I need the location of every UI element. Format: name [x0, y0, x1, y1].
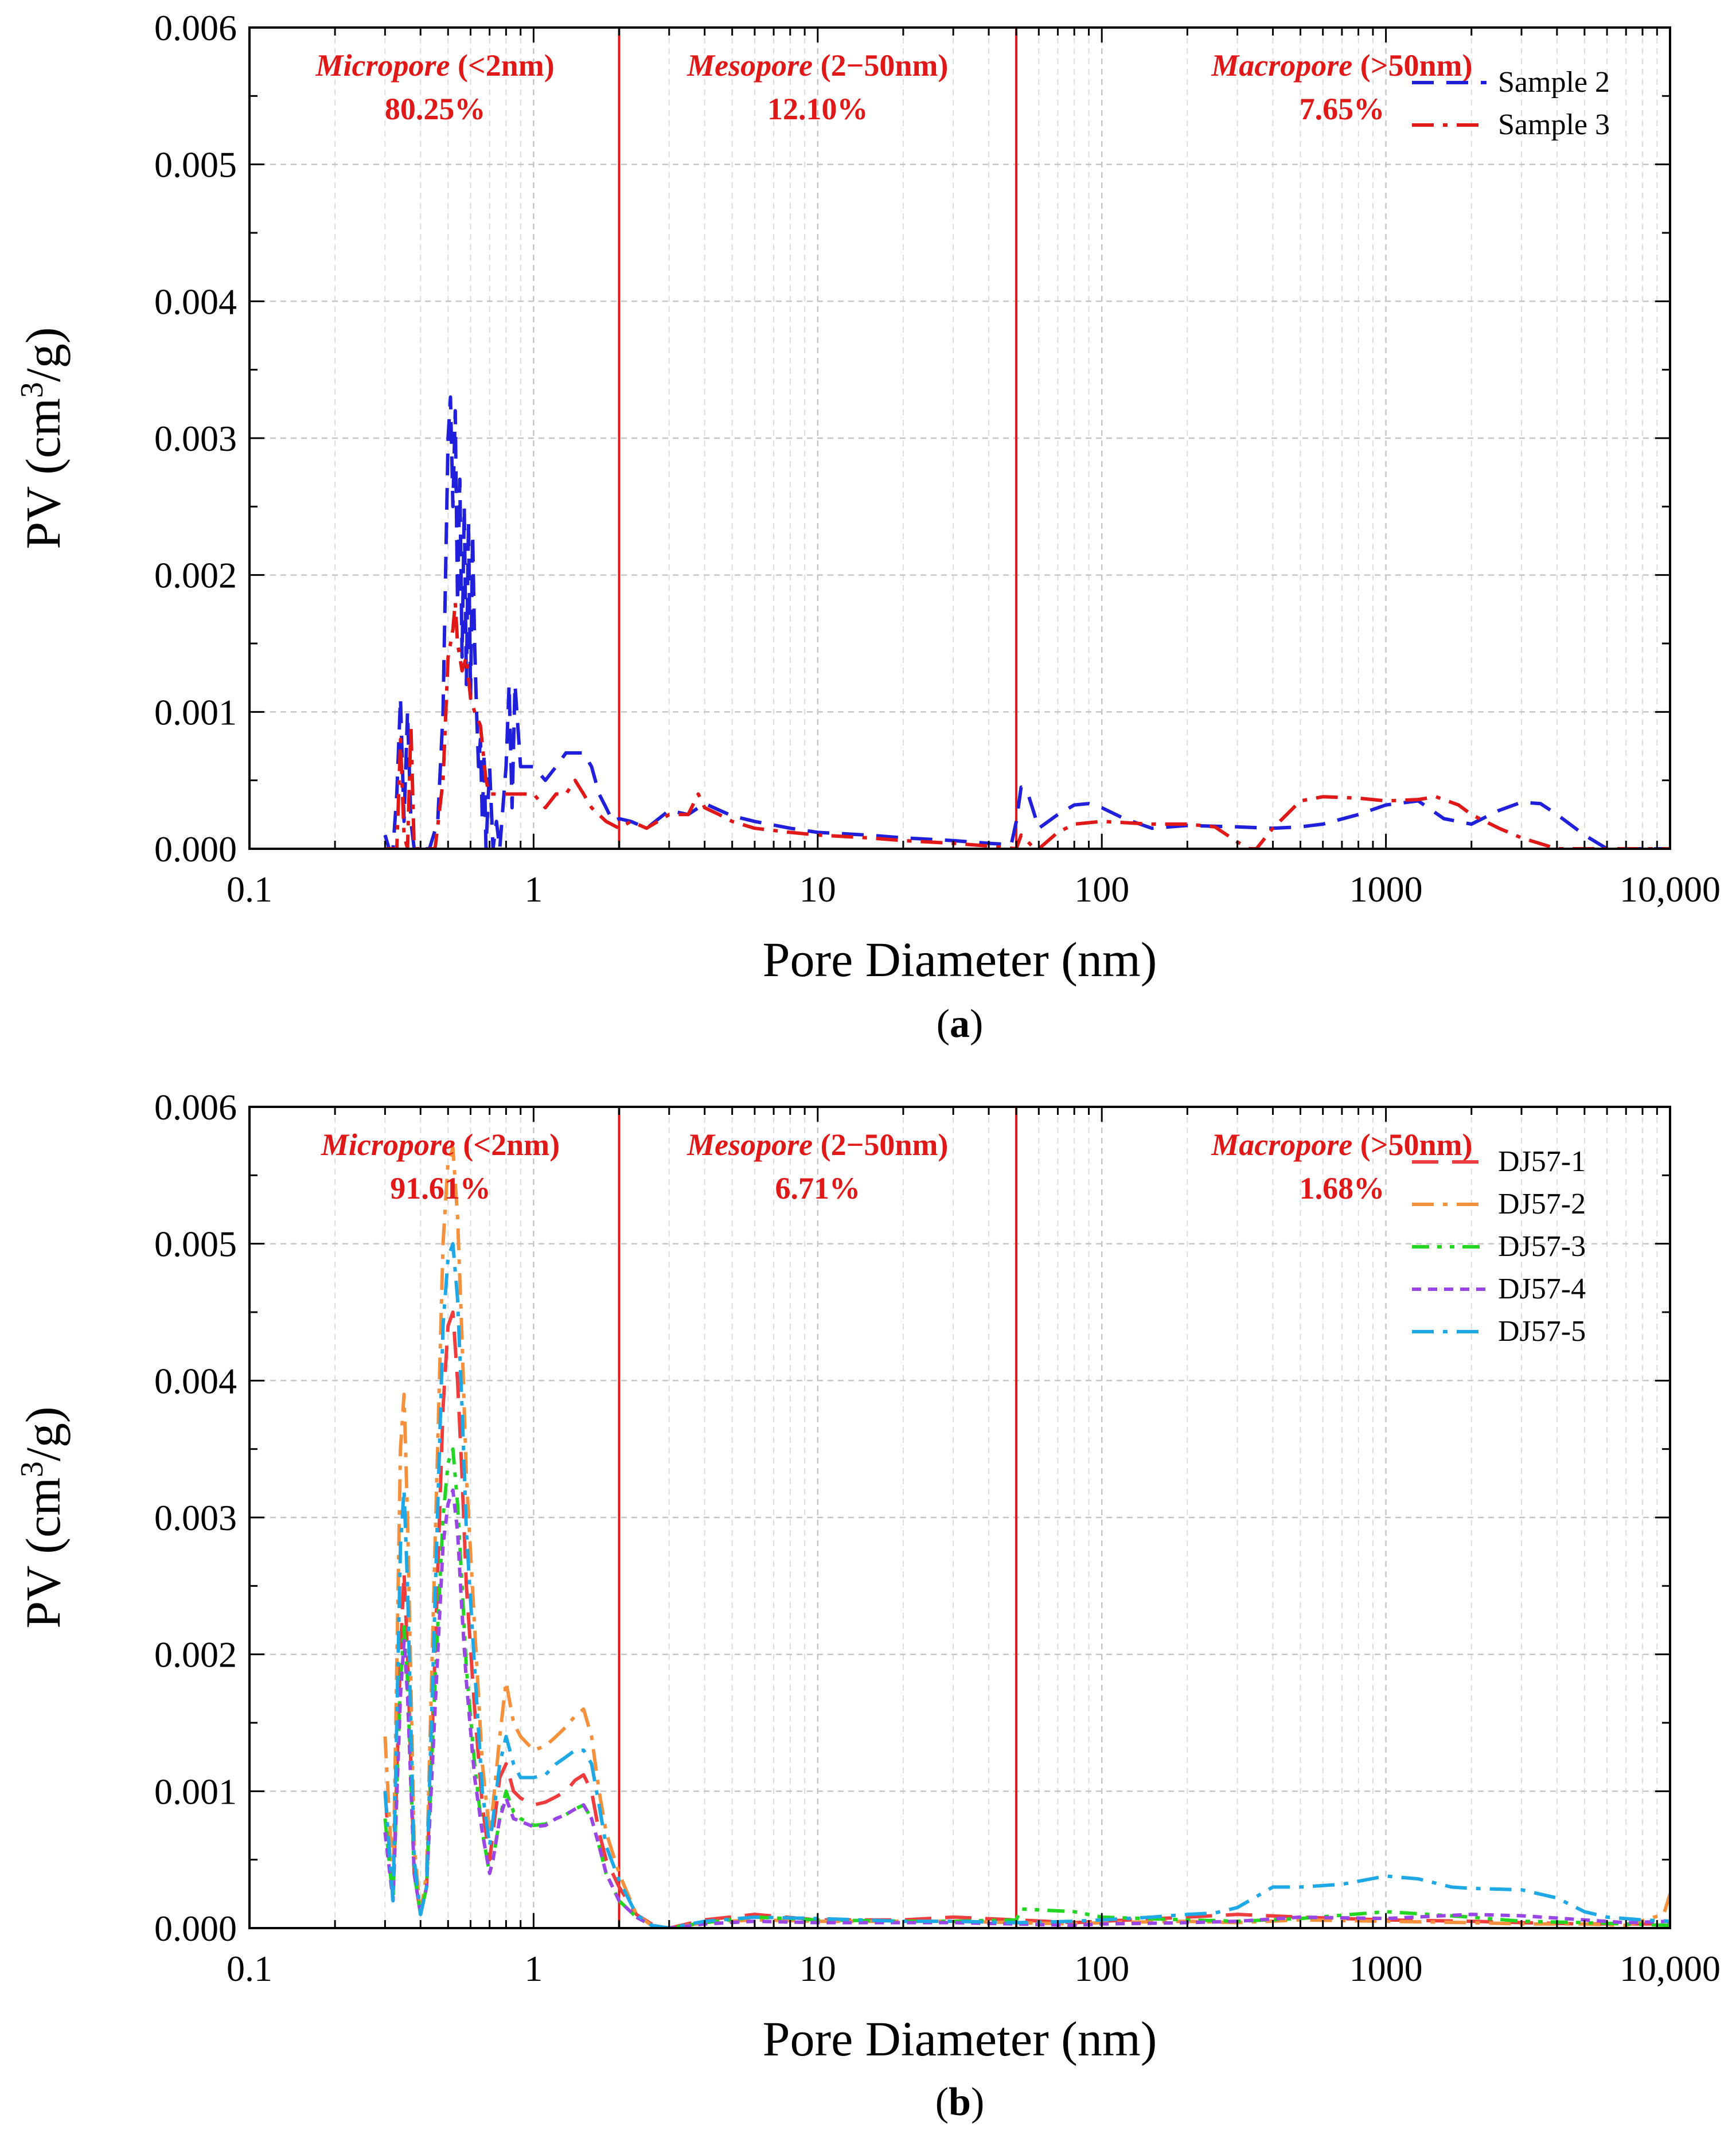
- region-range: (>50nm): [1352, 1127, 1472, 1162]
- x-tick-label: 1: [524, 1948, 543, 1989]
- region-title: Micropore (<2nm): [321, 1127, 560, 1162]
- y-tick-label: 0.005: [154, 145, 237, 185]
- x-axis-label: Pore Diameter (nm): [763, 2011, 1157, 2066]
- x-tick-label: 100: [1074, 869, 1129, 910]
- legend-label: DJ57-3: [1498, 1230, 1586, 1263]
- region-title: Macropore (>50nm): [1211, 48, 1472, 83]
- y-tick-label: 0.000: [154, 1908, 237, 1949]
- y-tick-label: 0.001: [154, 1771, 237, 1812]
- chart-panel-b: 0.1 1 10 100 1000 10,000 0.000 0.001 0.002 0.003 0…: [14, 1087, 1721, 2124]
- region-percent: 1.68%: [1300, 1171, 1385, 1205]
- region-percent: 12.10%: [767, 92, 868, 126]
- y-tick-label: 0.003: [154, 1497, 237, 1538]
- region-percent: 91.61%: [390, 1171, 491, 1205]
- y-tick-label: 0.006: [154, 7, 237, 48]
- x-tick-label: 1000: [1349, 1948, 1423, 1989]
- series-line-dj57-4: [383, 1488, 1670, 1928]
- y-tick-label: 0.002: [154, 555, 237, 596]
- y-axis-label-tail: /g): [15, 1406, 71, 1461]
- y-tick-label: 0.004: [154, 281, 237, 322]
- y-axis-label-superscript: 3: [14, 1461, 50, 1477]
- panel-caption-close: ): [971, 2080, 984, 2124]
- legend-label: Sample 2: [1498, 66, 1610, 99]
- series-line-dj57-1: [383, 1310, 1670, 1928]
- region-range: (2−50nm): [813, 48, 948, 83]
- y-tick-label: 0.004: [154, 1360, 237, 1401]
- panel-caption-letter: b: [949, 2080, 971, 2124]
- region-name: Micropore: [315, 48, 450, 83]
- legend-label: DJ57-1: [1498, 1145, 1586, 1178]
- series-group: [383, 395, 1670, 849]
- region-range: (<2nm): [450, 48, 554, 83]
- x-tick-label: 0.1: [227, 869, 272, 910]
- panel-caption-close: ): [970, 1002, 983, 1046]
- y-tick-label: 0.002: [154, 1634, 237, 1675]
- panel-caption: (b): [935, 2080, 985, 2124]
- region-percent: 80.25%: [385, 92, 486, 126]
- region-title: Mesopore (2−50nm): [686, 1127, 948, 1162]
- legend-label: Sample 3: [1498, 108, 1610, 141]
- x-tick-label: 1000: [1349, 869, 1423, 910]
- panel-caption-letter: a: [950, 1002, 970, 1046]
- y-axis-label-main: PV (cm: [15, 398, 71, 549]
- region-percent: 7.65%: [1300, 92, 1385, 126]
- series-line-sample-2: [383, 395, 1670, 849]
- region-name: Mesopore: [686, 1127, 813, 1162]
- legend-label: DJ57-4: [1498, 1273, 1586, 1305]
- region-range: (<2nm): [455, 1127, 560, 1162]
- region-name: Mesopore: [686, 48, 813, 83]
- region-name: Macropore: [1211, 1127, 1352, 1162]
- region-title: Micropore (<2nm): [315, 48, 554, 83]
- region-name: Micropore: [321, 1127, 455, 1162]
- region-title: Mesopore (2−50nm): [686, 48, 948, 83]
- axes: 0.1 1 10 100 1000 10,000 0.000 0.001 0.002 0.003 0…: [154, 1087, 1721, 1989]
- x-tick-label: 10,000: [1620, 1948, 1721, 1989]
- series-line-dj57-3: [383, 1447, 1670, 1928]
- region-percent: 6.71%: [775, 1171, 861, 1205]
- x-tick-label: 1: [524, 869, 543, 910]
- y-tick-label: 0.003: [154, 418, 237, 459]
- series-group: [383, 1146, 1670, 1928]
- plot-frame: [248, 26, 1671, 850]
- region-range: (2−50nm): [813, 1127, 948, 1162]
- region-title: Macropore (>50nm): [1211, 1127, 1472, 1162]
- chart-panel-a: 0.1 1 10 100 1000 10,000 0.000 0.001 0.002 0.003 0…: [14, 7, 1721, 1046]
- series-line-dj57-2: [383, 1146, 1670, 1928]
- x-tick-label: 10: [799, 1948, 836, 1989]
- legend-label: DJ57-5: [1498, 1315, 1586, 1348]
- panel-caption: (a): [937, 1002, 984, 1046]
- y-axis-label-main: PV (cm: [15, 1477, 71, 1629]
- x-tick-label: 100: [1074, 1948, 1129, 1989]
- legend: Sample 2 Sample 3: [1412, 66, 1610, 141]
- axes: 0.1 1 10 100 1000 10,000 0.000 0.001 0.002 0.003 0…: [154, 7, 1721, 910]
- series-line-dj57-5: [383, 1242, 1670, 1928]
- y-axis-label: PV (cm3/g): [14, 1406, 71, 1628]
- x-tick-label: 10,000: [1620, 869, 1721, 910]
- legend: DJ57-1 DJ57-2 DJ57-3 DJ57-4 DJ57-5: [1412, 1145, 1586, 1348]
- legend-label: DJ57-2: [1498, 1188, 1586, 1220]
- y-tick-label: 0.006: [154, 1087, 237, 1127]
- series-line-sample-3: [385, 600, 1670, 849]
- y-axis-label-superscript: 3: [14, 382, 50, 398]
- y-axis-label: PV (cm3/g): [14, 327, 71, 549]
- x-axis-label: Pore Diameter (nm): [763, 932, 1157, 987]
- panel-caption-open: (: [935, 2080, 949, 2124]
- y-tick-label: 0.005: [154, 1224, 237, 1265]
- y-axis-label-tail: /g): [15, 327, 71, 382]
- x-tick-label: 0.1: [227, 1948, 272, 1989]
- y-tick-label: 0.001: [154, 692, 237, 732]
- y-tick-label: 0.000: [154, 829, 237, 869]
- region-range: (>50nm): [1352, 48, 1472, 83]
- x-tick-label: 10: [799, 869, 836, 910]
- grid: [249, 28, 1670, 849]
- panel-caption-open: (: [937, 1002, 950, 1046]
- region-name: Macropore: [1211, 48, 1352, 83]
